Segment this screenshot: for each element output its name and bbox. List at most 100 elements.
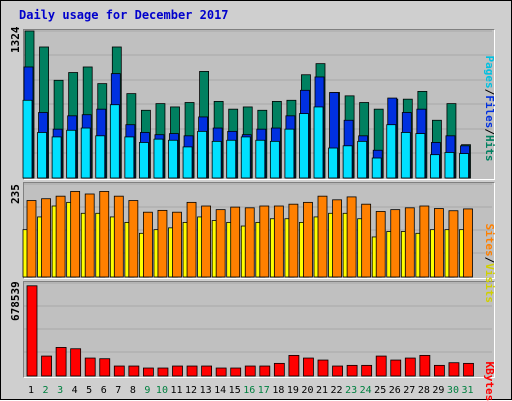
bar-pages-30 <box>445 152 454 178</box>
bar-kbytes-24 <box>362 365 372 376</box>
bar-sites-28 <box>420 206 429 277</box>
sites-max-label: 235 <box>9 184 22 204</box>
bar-kbytes-28 <box>420 355 430 376</box>
day-label-12: 12 <box>185 385 197 396</box>
bar-kbytes-15 <box>231 368 241 376</box>
day-label-16: 16 <box>243 385 255 396</box>
day-label-6: 6 <box>101 385 107 396</box>
bar-kbytes-20 <box>303 358 313 376</box>
legend-hits-group: Pages/Files/Hits <box>470 29 509 162</box>
day-label-23: 23 <box>345 385 357 396</box>
bar-pages-18 <box>270 141 279 178</box>
bar-sites-6 <box>100 191 109 277</box>
bar-kbytes-27 <box>405 358 415 376</box>
bar-kbytes-29 <box>434 365 444 376</box>
day-label-8: 8 <box>130 385 136 396</box>
bar-pages-23 <box>343 146 352 178</box>
bar-pages-14 <box>212 141 221 178</box>
legend-sites: Sites <box>483 224 496 257</box>
kbytes-max-label: 678539 <box>9 281 22 321</box>
bar-kbytes-22 <box>333 366 343 376</box>
bar-sites-29 <box>434 209 443 277</box>
bar-sites-3 <box>56 196 65 277</box>
bar-sites-8 <box>129 201 138 277</box>
bar-sites-18 <box>274 206 283 277</box>
bar-sites-5 <box>85 194 94 277</box>
bar-kbytes-7 <box>114 366 124 376</box>
bar-pages-13 <box>198 131 207 178</box>
day-label-20: 20 <box>301 385 313 396</box>
day-label-21: 21 <box>316 385 328 396</box>
day-label-17: 17 <box>258 385 270 396</box>
bar-kbytes-17 <box>260 366 270 376</box>
bar-kbytes-11 <box>173 366 183 376</box>
hits-max-label: 1324 <box>9 27 22 54</box>
bar-pages-24 <box>358 141 367 178</box>
bar-pages-8 <box>125 137 134 178</box>
bar-pages-12 <box>183 147 192 178</box>
bar-sites-15 <box>231 207 240 277</box>
bar-pages-25 <box>372 158 381 178</box>
day-label-9: 9 <box>144 385 150 396</box>
bar-pages-9 <box>139 142 148 178</box>
bar-sites-24 <box>362 204 371 277</box>
legend-visits: Visits <box>483 263 496 303</box>
day-label-22: 22 <box>331 385 343 396</box>
legend-sites-group: Sites/Visits <box>470 197 509 303</box>
day-label-24: 24 <box>360 385 372 396</box>
day-label-29: 29 <box>432 385 444 396</box>
bar-sites-7 <box>114 196 123 277</box>
bar-kbytes-8 <box>129 366 139 376</box>
bar-sites-14 <box>216 210 225 277</box>
bar-kbytes-2 <box>42 356 52 376</box>
bar-kbytes-5 <box>85 358 95 376</box>
bar-pages-5 <box>81 128 90 178</box>
bar-kbytes-19 <box>289 355 299 376</box>
bar-kbytes-13 <box>202 366 212 376</box>
legend-pages: Pages <box>483 56 496 89</box>
bar-sites-21 <box>318 196 327 277</box>
bar-pages-2 <box>38 132 47 178</box>
bar-kbytes-16 <box>245 366 255 376</box>
day-label-13: 13 <box>200 385 212 396</box>
day-label-5: 5 <box>86 385 92 396</box>
bar-sites-12 <box>187 202 196 277</box>
bar-pages-27 <box>401 132 410 178</box>
bar-pages-19 <box>285 129 294 178</box>
bar-pages-31 <box>460 154 469 178</box>
bar-sites-16 <box>245 208 254 277</box>
day-label-30: 30 <box>447 385 459 396</box>
day-label-15: 15 <box>229 385 241 396</box>
legend-sep-2: / <box>483 128 496 135</box>
bar-kbytes-9 <box>143 368 153 376</box>
bar-sites-2 <box>42 199 51 277</box>
bar-kbytes-3 <box>56 347 66 376</box>
bar-sites-25 <box>376 211 385 277</box>
bar-pages-11 <box>169 140 178 178</box>
bar-kbytes-25 <box>376 356 386 376</box>
bar-kbytes-18 <box>274 363 284 376</box>
bar-kbytes-4 <box>71 349 81 376</box>
day-label-27: 27 <box>403 385 415 396</box>
bar-sites-26 <box>391 210 400 277</box>
bar-sites-27 <box>405 208 414 277</box>
bar-sites-9 <box>143 212 152 277</box>
bar-kbytes-30 <box>449 363 459 376</box>
day-label-11: 11 <box>170 385 182 396</box>
bar-kbytes-12 <box>187 366 197 376</box>
bar-kbytes-14 <box>216 368 226 376</box>
bar-kbytes-6 <box>100 359 110 376</box>
bar-kbytes-21 <box>318 360 328 376</box>
bar-kbytes-10 <box>158 368 168 376</box>
legend-files: Files <box>483 95 496 128</box>
bar-pages-26 <box>387 125 396 178</box>
bar-sites-10 <box>158 210 167 277</box>
bar-sites-17 <box>260 206 269 277</box>
legend-hits: Hits <box>483 135 496 162</box>
bar-sites-13 <box>202 206 211 277</box>
day-label-10: 10 <box>156 385 168 396</box>
bar-sites-4 <box>71 191 80 277</box>
bar-sites-19 <box>289 204 298 277</box>
bar-pages-4 <box>67 130 76 178</box>
